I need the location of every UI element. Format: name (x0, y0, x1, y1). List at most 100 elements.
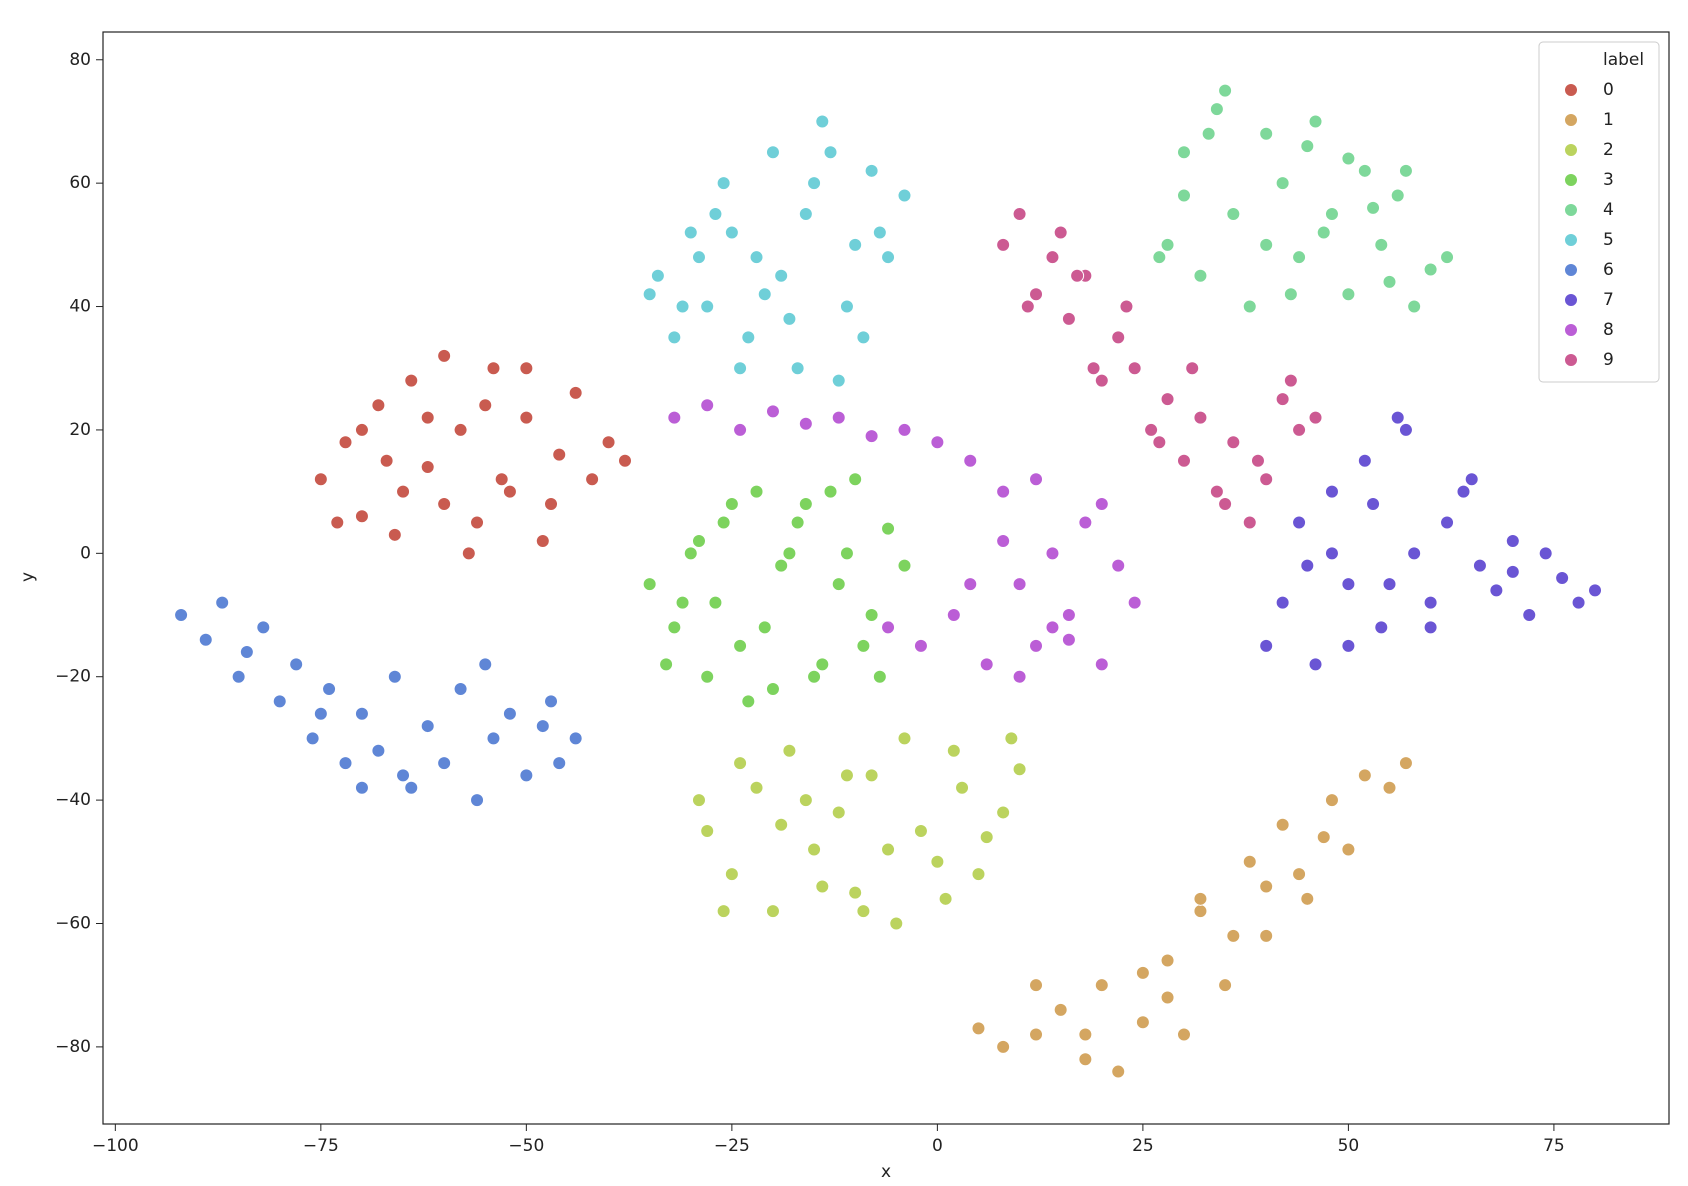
point (1398, 422, 1413, 437)
point (996, 533, 1011, 548)
point (872, 225, 887, 240)
point (618, 453, 632, 468)
point (535, 719, 550, 734)
x-tick-label: 0 (932, 1136, 943, 1156)
point (1472, 558, 1487, 573)
point (338, 756, 353, 771)
point (683, 546, 698, 561)
point (642, 287, 657, 302)
point (1226, 207, 1241, 221)
point (1209, 102, 1224, 117)
point (1341, 638, 1356, 653)
point (1094, 657, 1109, 672)
point (765, 145, 780, 160)
point (963, 577, 978, 592)
point (1398, 756, 1413, 771)
point (313, 706, 328, 721)
point (1283, 373, 1298, 388)
legend-label: 6 (1603, 260, 1614, 280)
point (1218, 83, 1233, 98)
point (1300, 139, 1315, 154)
legend-marker (1564, 233, 1578, 247)
point (1390, 188, 1405, 203)
point (1012, 669, 1027, 684)
point (1390, 410, 1405, 425)
legend-marker (1564, 113, 1578, 127)
point (1045, 546, 1060, 561)
point (387, 669, 402, 684)
point (831, 805, 846, 820)
point (502, 484, 517, 499)
legend-marker (1564, 263, 1578, 277)
point (881, 521, 896, 536)
legend-label: 0 (1603, 80, 1614, 100)
point (1440, 515, 1455, 530)
point (963, 453, 978, 468)
point (544, 694, 559, 709)
legend-label: 3 (1603, 170, 1614, 190)
point (1423, 262, 1438, 277)
point (470, 793, 485, 808)
point (1226, 435, 1241, 450)
point (831, 373, 846, 388)
point (765, 682, 780, 697)
point (839, 299, 854, 314)
point (1259, 879, 1274, 894)
point (1571, 595, 1586, 610)
point (1407, 546, 1422, 561)
x-tick-label: 75 (1543, 1136, 1565, 1156)
point (1423, 595, 1438, 610)
point (470, 515, 485, 530)
point (765, 904, 780, 919)
point (1160, 990, 1175, 1005)
legend-label: 2 (1603, 140, 1614, 160)
point (864, 608, 879, 623)
point (354, 422, 369, 437)
point (1341, 287, 1356, 302)
legend-label: 7 (1603, 290, 1614, 310)
point (404, 373, 419, 388)
point (272, 694, 287, 709)
point (700, 398, 715, 413)
point (1374, 237, 1389, 252)
point (1029, 472, 1044, 487)
point (667, 620, 682, 635)
point (798, 496, 813, 511)
point (897, 188, 912, 203)
point (1070, 268, 1085, 283)
x-tick-label: 25 (1132, 1136, 1154, 1156)
legend-label: 8 (1603, 320, 1614, 340)
point (601, 435, 616, 450)
point (930, 435, 945, 450)
point (1127, 595, 1142, 610)
point (782, 311, 797, 326)
point (1538, 546, 1553, 561)
point (437, 348, 452, 363)
point (1053, 1002, 1068, 1017)
point (420, 719, 435, 734)
point (1152, 435, 1167, 450)
y-tick-label: 60 (69, 173, 91, 193)
point (1160, 392, 1175, 407)
point (1193, 268, 1208, 283)
point (1357, 163, 1372, 178)
point (1259, 472, 1274, 487)
point (815, 879, 830, 894)
point (1522, 608, 1537, 623)
point (1366, 496, 1381, 511)
point (1218, 978, 1233, 993)
point (659, 657, 674, 672)
point (1086, 361, 1101, 376)
y-tick-label: 0 (80, 543, 91, 563)
point (1094, 373, 1109, 388)
legend-box (1538, 41, 1660, 383)
point (305, 731, 320, 746)
y-tick-label: −40 (55, 790, 91, 810)
point (798, 207, 813, 221)
y-tick-label: 20 (69, 420, 91, 440)
point (1193, 891, 1208, 906)
point (1045, 620, 1060, 635)
point (585, 472, 600, 487)
point (1259, 638, 1274, 653)
point (437, 496, 452, 511)
